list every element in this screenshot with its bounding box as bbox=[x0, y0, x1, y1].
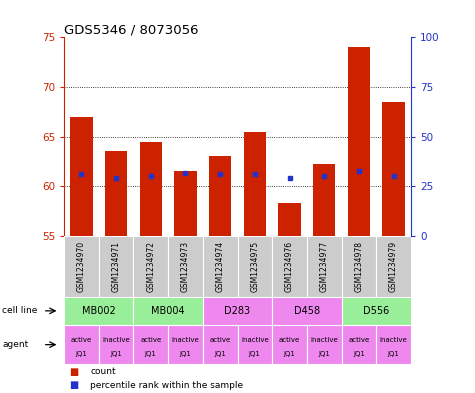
Text: inactive: inactive bbox=[171, 337, 200, 343]
Text: GSM1234971: GSM1234971 bbox=[112, 241, 121, 292]
Bar bbox=[278, 203, 301, 236]
Text: JQ1: JQ1 bbox=[110, 351, 122, 358]
Text: D556: D556 bbox=[363, 306, 390, 316]
Text: inactive: inactive bbox=[380, 337, 408, 343]
Bar bbox=[168, 236, 203, 297]
Bar bbox=[272, 297, 342, 325]
Bar bbox=[64, 325, 99, 364]
Text: inactive: inactive bbox=[102, 337, 130, 343]
Text: JQ1: JQ1 bbox=[145, 351, 157, 358]
Text: count: count bbox=[90, 367, 116, 376]
Text: JQ1: JQ1 bbox=[284, 351, 295, 358]
Bar bbox=[209, 156, 231, 236]
Text: JQ1: JQ1 bbox=[76, 351, 87, 358]
Text: JQ1: JQ1 bbox=[249, 351, 261, 358]
Bar bbox=[272, 236, 307, 297]
Text: JQ1: JQ1 bbox=[318, 351, 330, 358]
Bar bbox=[313, 164, 335, 236]
Text: active: active bbox=[209, 337, 231, 343]
Bar bbox=[140, 141, 162, 236]
Text: inactive: inactive bbox=[310, 337, 338, 343]
Text: GSM1234972: GSM1234972 bbox=[146, 241, 155, 292]
Text: active: active bbox=[279, 337, 300, 343]
Bar bbox=[203, 297, 272, 325]
Text: ■: ■ bbox=[69, 367, 78, 377]
Bar bbox=[342, 236, 376, 297]
Text: cell line: cell line bbox=[2, 307, 38, 315]
Bar bbox=[203, 236, 238, 297]
Bar bbox=[133, 325, 168, 364]
Text: active: active bbox=[71, 337, 92, 343]
Bar bbox=[382, 102, 405, 236]
Bar bbox=[168, 325, 203, 364]
Bar bbox=[203, 325, 238, 364]
Text: active: active bbox=[140, 337, 162, 343]
Bar bbox=[376, 236, 411, 297]
Bar bbox=[133, 297, 203, 325]
Text: JQ1: JQ1 bbox=[214, 351, 226, 358]
Bar bbox=[99, 236, 133, 297]
Bar bbox=[348, 47, 370, 236]
Bar bbox=[376, 325, 411, 364]
Bar bbox=[99, 325, 133, 364]
Text: GSM1234975: GSM1234975 bbox=[250, 241, 259, 292]
Text: D283: D283 bbox=[225, 306, 251, 316]
Text: active: active bbox=[348, 337, 370, 343]
Text: MB002: MB002 bbox=[82, 306, 116, 316]
Text: GSM1234974: GSM1234974 bbox=[216, 241, 225, 292]
Text: JQ1: JQ1 bbox=[353, 351, 365, 358]
Text: ■: ■ bbox=[69, 380, 78, 390]
Text: GSM1234977: GSM1234977 bbox=[320, 241, 329, 292]
Bar bbox=[244, 132, 266, 236]
Text: GDS5346 / 8073056: GDS5346 / 8073056 bbox=[64, 23, 199, 36]
Bar bbox=[307, 236, 342, 297]
Text: D458: D458 bbox=[294, 306, 320, 316]
Bar bbox=[307, 325, 342, 364]
Text: JQ1: JQ1 bbox=[180, 351, 191, 358]
Bar bbox=[174, 171, 197, 236]
Text: GSM1234978: GSM1234978 bbox=[354, 241, 363, 292]
Bar bbox=[70, 117, 93, 236]
Bar bbox=[342, 325, 376, 364]
Text: GSM1234970: GSM1234970 bbox=[77, 241, 86, 292]
Bar bbox=[238, 325, 272, 364]
Bar bbox=[342, 297, 411, 325]
Text: GSM1234973: GSM1234973 bbox=[181, 241, 190, 292]
Bar bbox=[64, 297, 133, 325]
Bar bbox=[64, 236, 99, 297]
Bar bbox=[105, 151, 127, 236]
Bar bbox=[272, 325, 307, 364]
Text: JQ1: JQ1 bbox=[388, 351, 399, 358]
Text: GSM1234976: GSM1234976 bbox=[285, 241, 294, 292]
Bar bbox=[133, 236, 168, 297]
Text: inactive: inactive bbox=[241, 337, 269, 343]
Bar bbox=[238, 236, 272, 297]
Text: agent: agent bbox=[2, 340, 28, 349]
Text: GSM1234979: GSM1234979 bbox=[389, 241, 398, 292]
Text: percentile rank within the sample: percentile rank within the sample bbox=[90, 381, 243, 389]
Text: MB004: MB004 bbox=[152, 306, 185, 316]
